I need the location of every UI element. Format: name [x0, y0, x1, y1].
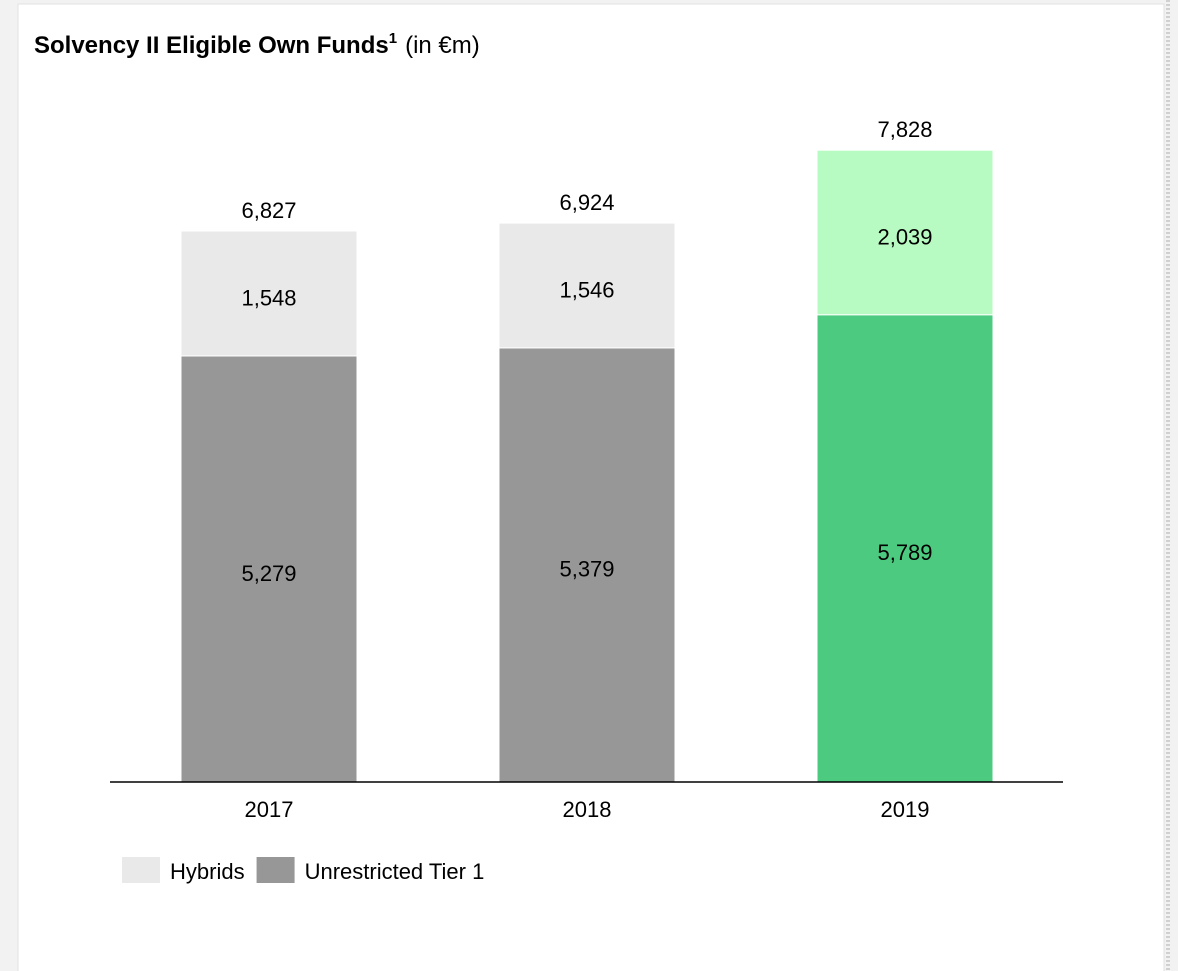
- total-label: 6,827: [241, 198, 296, 223]
- x-tick-label: 2017: [245, 797, 294, 822]
- segment-label: 1,548: [241, 285, 296, 310]
- total-label: 6,924: [559, 190, 614, 215]
- legend-label: Hybrids: [170, 859, 245, 884]
- total-label: 7,828: [877, 117, 932, 142]
- segment-label: 2,039: [877, 224, 932, 249]
- segment-label: 5,379: [559, 557, 614, 582]
- title-main: Solvency II Eligible Own Funds: [34, 32, 389, 59]
- bar-segment: [816, 314, 994, 783]
- chart-title: Solvency II Eligible Own Funds1 (in €m): [34, 30, 480, 59]
- bar-segment: [180, 355, 358, 783]
- bar-segment: [180, 230, 358, 357]
- segment-label: 1,546: [559, 277, 614, 302]
- bar-segment: [816, 149, 994, 316]
- title-footnote: 1: [389, 30, 397, 47]
- x-tick-label: 2019: [881, 797, 930, 822]
- legend-swatch: [256, 857, 295, 883]
- bar-segment: [498, 222, 676, 349]
- x-tick-label: 2018: [563, 797, 612, 822]
- title-unit: (in €m): [405, 32, 480, 59]
- segment-label: 5,279: [241, 561, 296, 586]
- legend-label: Unrestricted Tier 1: [305, 859, 485, 884]
- bar-segment: [498, 347, 676, 783]
- legend-swatch: [122, 857, 160, 883]
- segment-label: 5,789: [877, 540, 932, 565]
